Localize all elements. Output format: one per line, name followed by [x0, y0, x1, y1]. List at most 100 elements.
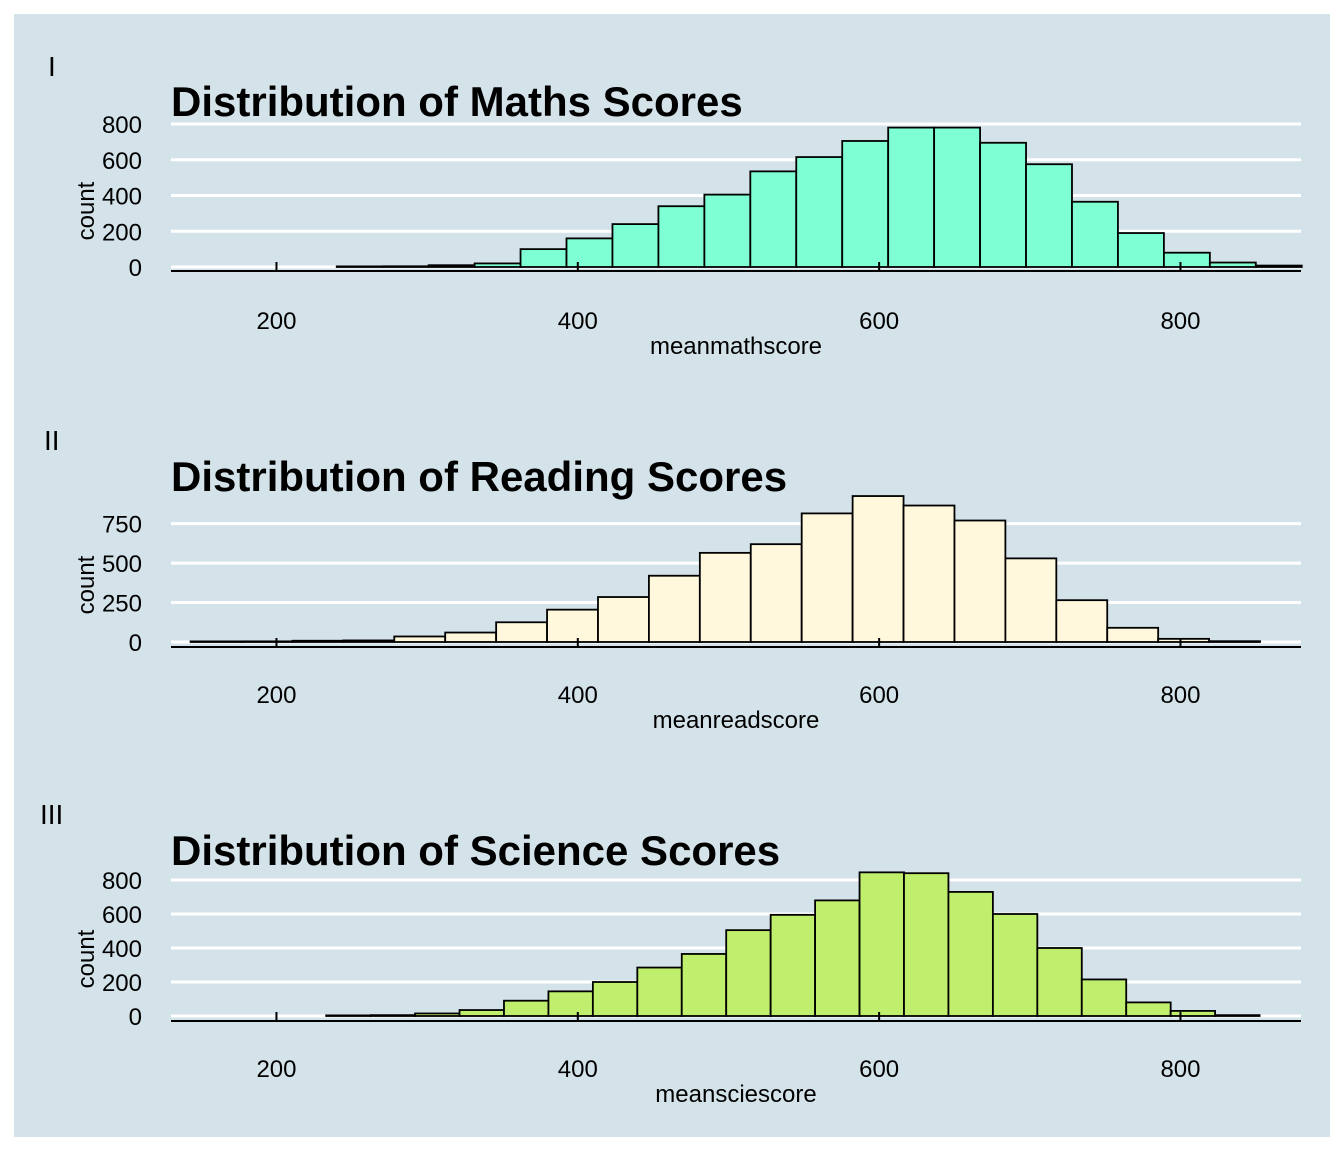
histogram-bar	[458, 1009, 505, 1017]
panel-1: I Distribution of Maths Scores 0 200 400 600 8…	[48, 51, 1303, 360]
x-tick-label: 800	[1160, 682, 1200, 709]
histogram-bar	[769, 913, 816, 1017]
histogram-bar	[1106, 626, 1160, 643]
histogram-bar	[953, 519, 1007, 643]
histogram-panels: I Distribution of Maths Scores 0 200 400 600 8…	[40, 51, 1303, 1108]
histogram-bar	[503, 999, 550, 1017]
chart-title: Distribution of Reading Scores	[171, 453, 787, 500]
histogram-bar	[814, 899, 861, 1017]
histogram-bar	[680, 953, 728, 1017]
histogram-bar	[414, 1012, 461, 1017]
figure-background: I Distribution of Maths Scores 0 200 400 600 8…	[14, 14, 1330, 1137]
histogram-bar	[495, 621, 548, 643]
x-axis-title: meanmathscore	[650, 333, 822, 360]
histogram-bar	[519, 248, 568, 268]
histogram-bar	[597, 596, 650, 643]
histogram-bar	[546, 608, 599, 643]
histogram-bar	[1055, 599, 1109, 643]
histogram-bar	[342, 639, 396, 643]
histogram-bar	[1162, 251, 1211, 268]
histogram-bar	[800, 512, 854, 643]
panel-tag: II	[44, 425, 60, 456]
histogram-bar	[725, 929, 772, 1017]
y-tick-label: 500	[102, 551, 142, 578]
histogram-bar	[473, 262, 522, 268]
histogram-bar	[1254, 264, 1303, 268]
y-tick-label: 0	[129, 1004, 142, 1031]
histogram-bar	[1208, 640, 1261, 643]
histogram-bar	[749, 543, 803, 643]
panel-2: II Distribution of Reading Scores 0 250 500 7…	[44, 425, 1301, 734]
x-tick-label: 600	[859, 1056, 899, 1083]
histogram-bar	[325, 1014, 372, 1017]
histogram-bar	[1125, 1001, 1172, 1017]
histogram-bar	[189, 640, 243, 643]
histogram-bar	[1169, 1010, 1217, 1017]
y-tick-label: 600	[102, 148, 142, 175]
histogram-bar	[979, 141, 1027, 268]
x-tick-label: 200	[256, 1056, 296, 1083]
x-tick-label: 400	[558, 308, 598, 335]
histogram-bar	[903, 872, 950, 1017]
y-axis-title: count	[73, 181, 100, 240]
histogram-bar	[1080, 978, 1128, 1017]
histogram-bar	[841, 140, 890, 268]
y-tick-label: 750	[102, 512, 142, 539]
x-axis-title: meanreadscore	[653, 707, 820, 734]
histogram-bar	[698, 551, 752, 643]
histogram-bar	[1208, 261, 1257, 268]
x-tick-label: 400	[558, 682, 598, 709]
histogram-bar	[1117, 232, 1165, 268]
histogram-bar	[291, 639, 345, 643]
histogram-bar	[1025, 163, 1073, 268]
y-tick-label: 600	[102, 902, 142, 929]
x-tick-label: 800	[1160, 1056, 1200, 1083]
panel-tag: III	[40, 799, 63, 830]
histogram-bar	[851, 495, 905, 643]
histogram-bar	[887, 126, 936, 268]
histogram-bar	[591, 981, 639, 1017]
histogram-bar	[547, 990, 594, 1017]
histogram-bar	[611, 223, 660, 268]
x-tick-label: 800	[1160, 308, 1200, 335]
x-tick-label: 200	[256, 308, 296, 335]
histogram-bar	[703, 193, 752, 268]
histogram-bar	[749, 170, 798, 268]
y-tick-label: 800	[102, 112, 142, 139]
histogram-bar	[1004, 557, 1058, 643]
histogram-bar	[657, 205, 706, 268]
histogram-bar	[444, 631, 498, 643]
histogram-bar	[427, 264, 476, 268]
histogram-bar	[636, 966, 683, 1017]
x-tick-label: 400	[558, 1056, 598, 1083]
histogram-bar	[991, 913, 1039, 1017]
x-tick-label: 200	[256, 682, 296, 709]
histogram-bar	[858, 871, 905, 1017]
histogram-bar	[369, 1014, 416, 1017]
panel-tag: I	[48, 51, 56, 82]
y-tick-label: 0	[129, 630, 142, 657]
y-tick-label: 200	[102, 219, 142, 246]
histogram-bar	[933, 126, 981, 268]
y-tick-label: 250	[102, 591, 142, 618]
y-tick-label: 800	[102, 868, 142, 895]
histogram-bar	[1157, 637, 1210, 643]
panel-3: III Distribution of Science Scores 0 200 400…	[40, 799, 1301, 1108]
chart-title: Distribution of Maths Scores	[171, 78, 743, 125]
histogram-bar	[565, 237, 614, 268]
histogram-bar	[240, 640, 294, 643]
y-tick-label: 400	[102, 184, 142, 211]
x-axis-title: meansciescore	[655, 1081, 816, 1108]
histogram-bar	[335, 265, 384, 268]
x-tick-label: 600	[859, 308, 899, 335]
histogram-bar	[1214, 1014, 1261, 1017]
histogram-bar	[381, 265, 430, 268]
y-tick-label: 200	[102, 970, 142, 997]
histogram-bar	[1036, 947, 1083, 1017]
y-tick-label: 400	[102, 936, 142, 963]
y-axis-title: count	[73, 555, 100, 614]
x-tick-label: 600	[859, 682, 899, 709]
y-tick-label: 0	[129, 255, 142, 282]
histogram-bar	[393, 635, 447, 643]
y-axis-title: count	[73, 929, 100, 988]
